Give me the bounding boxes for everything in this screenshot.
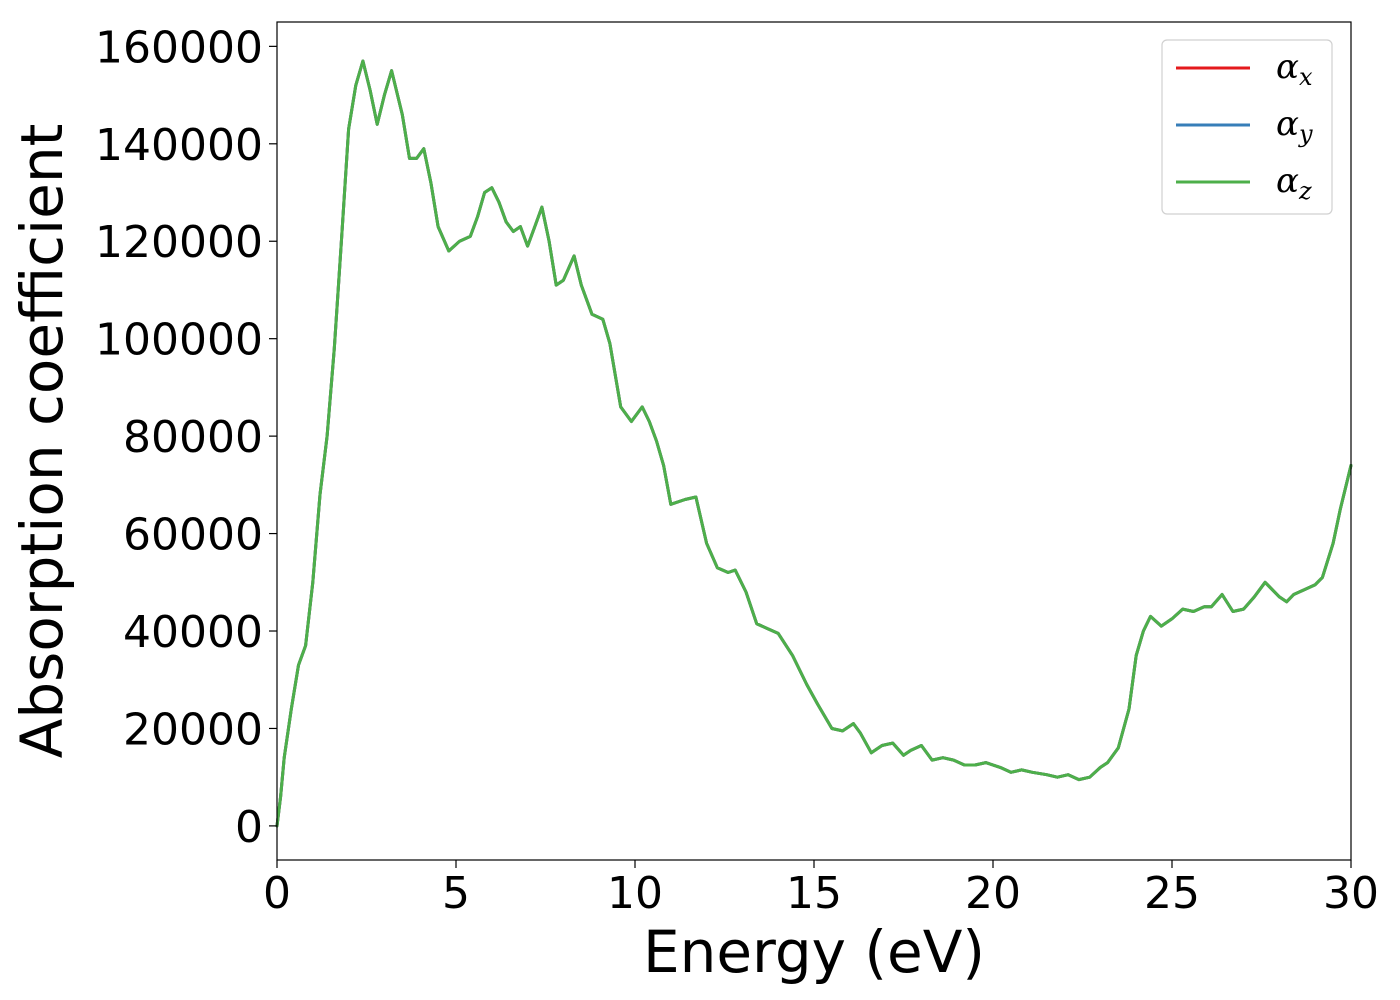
y-axis-title: Absorption coefficient bbox=[8, 124, 76, 759]
x-tick-label: 10 bbox=[607, 868, 663, 919]
x-tick-label: 5 bbox=[442, 868, 470, 919]
x-axis: 0 5 10 15 20 25 30 bbox=[263, 860, 1379, 919]
y-tick-label: 60000 bbox=[123, 510, 263, 561]
legend-label: αz bbox=[1276, 161, 1312, 205]
y-tick-label: 80000 bbox=[123, 412, 263, 463]
y-tick-label: 40000 bbox=[123, 607, 263, 658]
y-tick-label: 0 bbox=[235, 802, 263, 853]
y-tick-label: 20000 bbox=[123, 704, 263, 755]
legend-box bbox=[1161, 39, 1333, 215]
series-line-3 bbox=[275, 59, 1353, 828]
legend-label: αy bbox=[1276, 104, 1313, 148]
x-tick-label: 15 bbox=[786, 868, 842, 919]
x-tick-label: 25 bbox=[1144, 868, 1200, 919]
legend-label: αx bbox=[1276, 47, 1313, 91]
y-axis: 0 20000 40000 60000 80000 100000 120000 140000 1… bbox=[95, 22, 277, 853]
x-tick-label: 0 bbox=[263, 868, 291, 919]
x-tick-label: 20 bbox=[965, 868, 1021, 919]
y-tick-label: 120000 bbox=[95, 217, 263, 268]
y-tick-label: 100000 bbox=[95, 315, 263, 366]
series-layer bbox=[275, 59, 1353, 828]
y-tick-label: 160000 bbox=[95, 22, 263, 73]
x-tick-label: 30 bbox=[1323, 868, 1379, 919]
x-axis-title: Energy (eV) bbox=[643, 918, 985, 986]
legend: αx αy αz bbox=[1161, 39, 1333, 215]
y-tick-label: 140000 bbox=[95, 120, 263, 171]
